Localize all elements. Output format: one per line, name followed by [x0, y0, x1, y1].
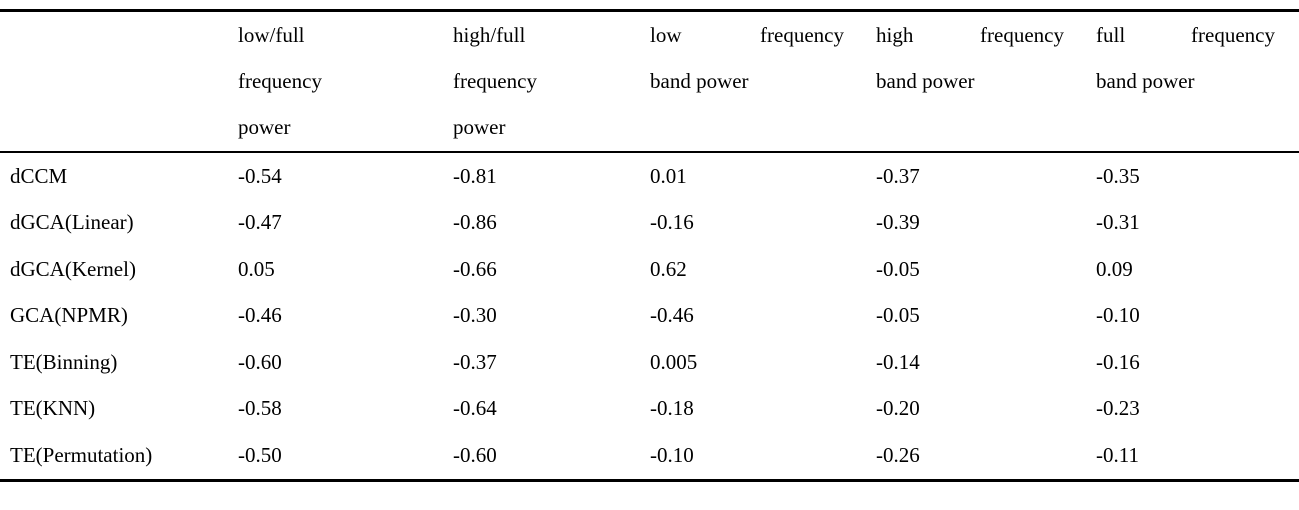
table-cell: -0.39	[876, 210, 920, 235]
table-cell: -0.64	[453, 396, 497, 421]
table-body: dCCM -0.54 -0.81 0.01 -0.37 -0.35 dGCA(L…	[0, 153, 1299, 479]
table-cell: -0.58	[238, 396, 282, 421]
table-cell: -0.26	[876, 442, 920, 467]
table-cell: -0.20	[876, 396, 920, 421]
row-label: dCCM	[10, 163, 68, 188]
column-header-low-frequency-band-power: low frequency band power	[642, 12, 868, 151]
table-cell: -0.18	[650, 396, 694, 421]
table-header-rule	[0, 151, 1299, 153]
row-label: dGCA(Kernel)	[10, 256, 136, 281]
header-line: high frequency	[876, 12, 1064, 58]
table-cell: -0.46	[650, 303, 694, 328]
table-cell: -0.54	[238, 163, 282, 188]
header-line: frequency	[238, 69, 322, 93]
table-cell: -0.30	[453, 303, 497, 328]
table-cell: -0.14	[876, 349, 920, 374]
column-header-method	[0, 12, 230, 151]
table-cell: -0.11	[1096, 442, 1139, 467]
table-cell: 0.01	[650, 163, 687, 188]
header-word: frequency	[1191, 23, 1275, 47]
table-cell: -0.16	[650, 210, 694, 235]
header-line: power	[238, 115, 291, 139]
header-line: full frequency	[1096, 12, 1275, 58]
table-cell: -0.66	[453, 256, 497, 281]
table-cell: -0.46	[238, 303, 282, 328]
row-label: dGCA(Linear)	[10, 210, 134, 235]
header-line: band power	[650, 69, 749, 93]
table-cell: -0.47	[238, 210, 282, 235]
header-line: band power	[1096, 69, 1195, 93]
header-word: frequency	[980, 23, 1064, 47]
table-cell: -0.37	[453, 349, 497, 374]
table-cell: -0.81	[453, 163, 497, 188]
column-header-low-full-frequency-power: low/full frequency power	[230, 12, 445, 151]
table-cell: 0.09	[1096, 256, 1133, 281]
column-header-full-frequency-band-power: full frequency band power	[1088, 12, 1299, 151]
header-word: low	[650, 23, 682, 47]
row-label: TE(Binning)	[10, 349, 118, 374]
table-bottom-rule	[0, 478, 1299, 482]
header-line: frequency	[453, 69, 537, 93]
header-word: frequency	[760, 23, 844, 47]
table-cell: -0.60	[238, 349, 282, 374]
table-header-row: low/full frequency power high/full frequ…	[0, 12, 1299, 151]
column-header-high-frequency-band-power: high frequency band power	[868, 12, 1088, 151]
table-cell: 0.62	[650, 256, 687, 281]
header-word: high	[876, 23, 914, 47]
table-cell: -0.10	[650, 442, 694, 467]
header-line: power	[453, 115, 506, 139]
header-word: full	[1096, 23, 1126, 47]
header-line: high/full	[453, 23, 526, 47]
table-cell: -0.10	[1096, 303, 1140, 328]
table-cell: -0.16	[1096, 349, 1140, 374]
table-cell: -0.37	[876, 163, 920, 188]
header-line: low/full	[238, 23, 305, 47]
table-cell: 0.05	[238, 256, 275, 281]
table-cell: 0.005	[650, 349, 698, 374]
row-label: TE(KNN)	[10, 396, 96, 421]
table-cell: -0.05	[876, 303, 920, 328]
column-header-high-full-frequency-power: high/full frequency power	[445, 12, 642, 151]
table-cell: -0.35	[1096, 163, 1140, 188]
table-cell: -0.86	[453, 210, 497, 235]
row-label: GCA(NPMR)	[10, 303, 128, 328]
table-cell: -0.31	[1096, 210, 1140, 235]
table-cell: -0.60	[453, 442, 497, 467]
header-line: band power	[876, 69, 975, 93]
table-cell: -0.23	[1096, 396, 1140, 421]
table-cell: -0.05	[876, 256, 920, 281]
row-label: TE(Permutation)	[10, 442, 153, 467]
table-cell: -0.50	[238, 442, 282, 467]
table-top-rule	[0, 9, 1299, 12]
header-line: low frequency	[650, 12, 844, 58]
